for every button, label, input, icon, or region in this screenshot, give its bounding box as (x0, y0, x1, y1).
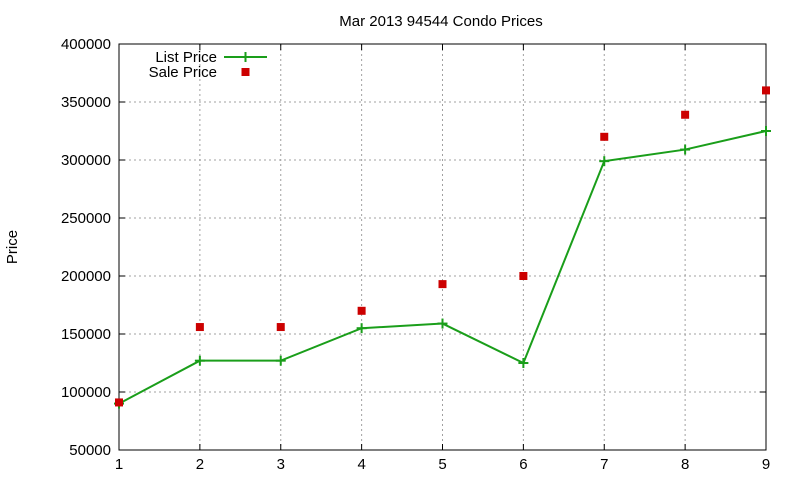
y-tick-label: 300000 (61, 152, 111, 169)
sale-price-point-8 (681, 110, 690, 119)
sale-price-point-6 (519, 272, 528, 280)
x-tick-label: 8 (681, 456, 689, 473)
sale-price-point-5 (438, 280, 447, 289)
x-tick-label: 9 (762, 456, 770, 473)
x-tick-label: 7 (600, 456, 608, 473)
x-tick-label: 5 (438, 456, 446, 473)
list-price-point-3 (275, 355, 286, 366)
x-tick-label: 1 (115, 456, 123, 473)
sale-price-point-9 (762, 86, 770, 95)
list-price-point-6 (518, 358, 529, 368)
chart-title: Mar 2013 94544 Condo Prices (339, 13, 542, 30)
y-tick-label: 400000 (61, 36, 111, 53)
y-tick-label: 200000 (61, 268, 111, 285)
list-price-point-7 (599, 156, 610, 167)
sale-price-point-2 (195, 323, 204, 332)
axes: 1 2 3 4 5 6 7 8 9 50000 100000 150000 200000 250000 30… (61, 36, 770, 473)
y-tick-label: 350000 (61, 94, 111, 111)
sale-price-point-3 (276, 323, 285, 332)
y-tick-label: 100000 (61, 384, 111, 401)
sale-price-point-1 (115, 398, 123, 407)
sale-price-point-7 (600, 132, 609, 141)
list-price-point-9 (761, 126, 771, 136)
legend-swatch-sale-price (241, 68, 250, 76)
y-tick-label: 250000 (61, 210, 111, 227)
series (114, 86, 771, 409)
x-tick-label: 6 (519, 456, 527, 473)
list-price-point-4 (356, 323, 367, 334)
list-price-point-8 (680, 144, 691, 155)
x-tick-label: 4 (357, 456, 365, 473)
legend-label-list-price: List Price (155, 49, 217, 66)
x-tick-label: 3 (277, 456, 285, 473)
legend-label-sale-price: Sale Price (149, 64, 217, 81)
grid (119, 44, 766, 450)
list-price-point-5 (437, 318, 448, 329)
list-price-line (118, 130, 767, 405)
y-tick-label: 150000 (61, 326, 111, 343)
list-price-point-2 (194, 355, 205, 366)
sale-price-point-4 (357, 306, 366, 315)
x-tick-label: 2 (196, 456, 204, 473)
y-axis-label: Price (4, 230, 21, 264)
y-tick-label: 50000 (69, 442, 111, 459)
